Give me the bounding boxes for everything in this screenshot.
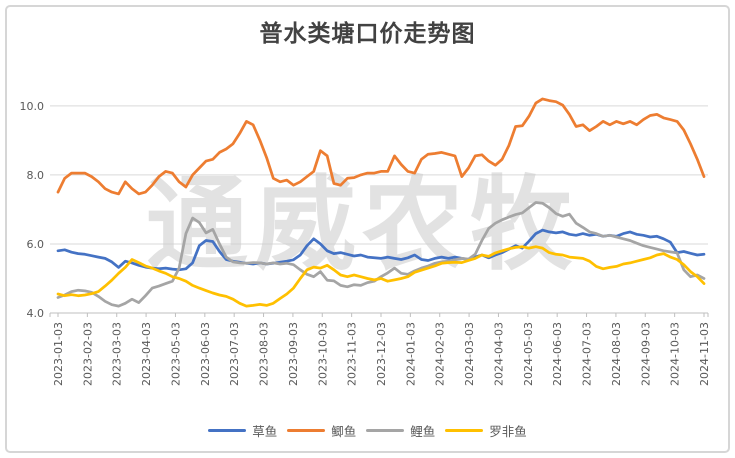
watermark-text: 通威农牧 [146,166,578,285]
x-axis-tick-label: 2023-12-03 [375,322,388,386]
x-axis-tick-label: 2024-08-03 [610,322,623,386]
x-axis-tick-label: 2023-07-03 [228,322,241,386]
x-axis-tick-label: 2023-11-03 [346,322,359,386]
x-axis-tick-label: 2024-07-03 [581,322,594,386]
y-axis-tick-label: 10.0 [20,100,45,113]
series-line-tilapia [56,245,706,308]
legend-item-grass-carp: 草鱼 [208,421,277,440]
series-line-crucian-carp [56,97,706,196]
chart-title: 普水类塘口价走势图 [259,21,476,47]
x-axis-tick-label: 2023-02-03 [81,322,94,386]
x-axis-tick-label: 2024-03-03 [463,322,476,386]
legend-label-grass-carp: 草鱼 [252,424,278,439]
x-axis-tick-label: 2024-04-03 [492,322,505,386]
x-axis-tick-label: 2023-08-03 [258,322,271,386]
legend-line-swatch-common-carp [366,429,405,432]
chart-legend: 草鱼 鲫鱼 鲤鱼 罗非鱼 [0,421,735,440]
legend-line-swatch-crucian-carp [287,429,326,432]
legend-line-swatch-tilapia [445,429,484,432]
y-axis-tick-label: 4.0 [27,307,45,320]
x-axis-tick-label: 2023-09-03 [287,322,300,386]
x-axis-tick-label: 2024-05-03 [522,322,535,386]
legend-label-tilapia: 罗非鱼 [489,424,527,439]
x-axis-tick-label: 2024-09-03 [639,322,652,386]
legend-item-common-carp: 鲤鱼 [366,421,435,440]
legend-item-tilapia: 罗非鱼 [445,421,527,440]
x-axis-tick-label: 2024-01-03 [404,322,417,386]
legend-line-swatch-grass-carp [208,429,247,432]
legend-label-crucian-carp: 鲫鱼 [331,424,357,439]
x-axis-tick-label: 2023-01-03 [52,322,65,386]
x-axis-tick-label: 2023-05-03 [169,322,182,386]
x-axis-tick-label: 2024-02-03 [434,322,447,386]
x-axis-tick-label: 2023-04-03 [140,322,153,386]
chart-card [5,5,730,453]
x-axis-tick-label: 2024-06-03 [551,322,564,386]
y-axis-tick-label: 6.0 [27,238,45,251]
x-axis-tick-label: 2024-10-03 [669,322,682,386]
legend-item-crucian-carp: 鲫鱼 [287,421,356,440]
y-axis-tick-label: 8.0 [27,169,45,182]
legend-label-common-carp: 鲤鱼 [410,424,436,439]
series-line-common-carp [56,201,706,308]
x-axis-tick-label: 2024-11-03 [698,322,711,386]
x-axis-tick-label: 2023-10-03 [316,322,329,386]
x-axis-tick-label: 2023-03-03 [111,322,124,386]
x-axis-tick-label: 2023-06-03 [199,322,212,386]
